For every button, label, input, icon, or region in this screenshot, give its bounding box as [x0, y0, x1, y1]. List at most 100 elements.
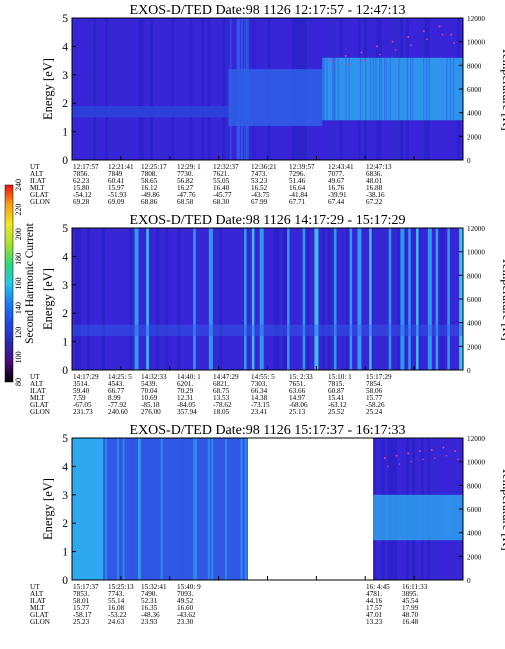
ephemeris-value: 66.34 [251, 387, 268, 395]
ephemeris-value: 13.53 [213, 394, 230, 402]
ephemeris-value: 16.48 [402, 618, 419, 626]
y-tick-label: 4 [62, 41, 68, 53]
band-streak [449, 57, 451, 121]
heatmap-column [171, 18, 175, 160]
heatmap-column [330, 228, 334, 370]
heatmap-column [192, 18, 196, 160]
ephemeris-value: -77.92 [108, 401, 127, 409]
colorbar-tick-label: 180 [14, 253, 23, 265]
ephemeris-value: 7730. [177, 170, 193, 178]
ephemeris-row-label: GLON [30, 618, 51, 626]
ephemeris-value: 15:40: 9 [177, 583, 201, 591]
y-axis-label: Energy [eV] [41, 268, 55, 330]
ephemeris-value: 62.23 [73, 177, 90, 185]
temperature-point [410, 44, 413, 47]
ephemeris-row-label: ILAT [30, 597, 46, 605]
heatmap-column [108, 228, 112, 370]
ephemeris-value: 3514. [73, 380, 89, 388]
heatmap-column [180, 228, 184, 370]
data-gap [247, 438, 374, 580]
heatmap-column [213, 18, 217, 160]
temperature-point [426, 38, 428, 41]
heatmap-column [153, 18, 157, 160]
ephemeris-value: 7490. [141, 590, 157, 598]
ephemeris-value: -38.16 [366, 191, 385, 199]
vertical-streak [229, 18, 231, 160]
heatmap-column [105, 18, 109, 160]
heatmap-column [90, 18, 94, 160]
heatmap-column [282, 228, 286, 370]
ephemeris-value: 231.73 [73, 408, 93, 416]
activity-stripe [287, 228, 290, 370]
heatmap-column [120, 228, 124, 370]
heatmap-column [372, 228, 377, 370]
ephemeris-value: 12:36:21 [251, 163, 277, 171]
heatmap-column [156, 228, 160, 370]
band-streak [389, 57, 391, 121]
ephemeris-value: 16.52 [251, 184, 268, 192]
temperature-point [457, 458, 459, 461]
y2-tick-label: 6000 [467, 86, 482, 94]
ephemeris-value: 58.06 [366, 387, 383, 395]
band-streak [412, 57, 414, 121]
ephemeris-value: 15:25:13 [108, 583, 134, 591]
ephemeris-value: 25.23 [73, 618, 90, 626]
heatmap-column [201, 228, 205, 370]
heatmap-column [276, 228, 280, 370]
y-tick-label: 3 [62, 280, 68, 292]
ephemeris-row-label: GLAT [30, 401, 49, 409]
ephemeris-value: 58.01 [73, 597, 90, 605]
activity-stripe [194, 438, 197, 580]
heatmap-column [453, 228, 458, 370]
colorbar-tick-label: 220 [14, 204, 23, 216]
ephemeris-row-label: ALT [30, 590, 44, 598]
ephemeris-value: 18.05 [213, 408, 230, 416]
y2-tick-label: 2000 [467, 133, 482, 141]
ephemeris-value: 17.57 [366, 604, 383, 612]
temperature-point [407, 35, 410, 38]
temperature-point [391, 40, 394, 43]
ephemeris-value: 69.28 [73, 198, 90, 206]
heatmap-column [150, 18, 154, 160]
heatmap-column [438, 228, 443, 370]
ephemeris-value: 7853. [73, 590, 89, 598]
ephemeris-value: 4543. [108, 380, 124, 388]
heatmap-column [441, 228, 446, 370]
ephemeris-value: 5439. [141, 380, 157, 388]
heatmap-column [78, 228, 82, 370]
ephemeris-value: 16.64 [289, 184, 306, 192]
heatmap-column [267, 228, 271, 370]
activity-stripe [408, 228, 411, 370]
heatmap-column [177, 228, 181, 370]
heatmap-column [81, 228, 85, 370]
heatmap-column [111, 18, 115, 160]
ephemeris-value: 6821. [213, 380, 229, 388]
heatmap-column [126, 228, 130, 370]
heatmap-column [204, 18, 208, 160]
temperature-point [379, 53, 381, 56]
heatmap-column [198, 228, 202, 370]
heatmap-column [363, 228, 368, 370]
heatmap-column [336, 228, 340, 370]
y-tick-label: 0 [62, 155, 68, 167]
ephemeris-value: -84.05 [177, 401, 196, 409]
panel-title: EXOS-D/TED Date:98 1126 14:17:29 - 15:17… [130, 213, 406, 228]
heatmap-column [150, 228, 154, 370]
y2-tick-label: 12000 [467, 15, 485, 23]
activity-stripe [240, 438, 243, 580]
ephemeris-value: 23.30 [177, 618, 194, 626]
ephemeris-value: 59.40 [73, 387, 90, 395]
y2-axis-label: Temperature [K] [500, 467, 505, 550]
ephemeris-value: 10.69 [141, 394, 158, 402]
heatmap-column [120, 18, 124, 160]
heatmap-column [219, 228, 223, 370]
heatmap-column [174, 228, 178, 370]
heatmap-column [375, 228, 380, 370]
colorbar-tick-label: 100 [14, 351, 23, 363]
ephemeris-value: 16.60 [177, 604, 194, 612]
colorbar-label: Second Harmonic Current [24, 222, 36, 344]
ephemeris-row-label: MLT [30, 604, 45, 612]
ephemeris-value: 68.30 [213, 198, 230, 206]
band-streak [369, 57, 371, 121]
colorbar-tick-label: 140 [14, 302, 23, 314]
